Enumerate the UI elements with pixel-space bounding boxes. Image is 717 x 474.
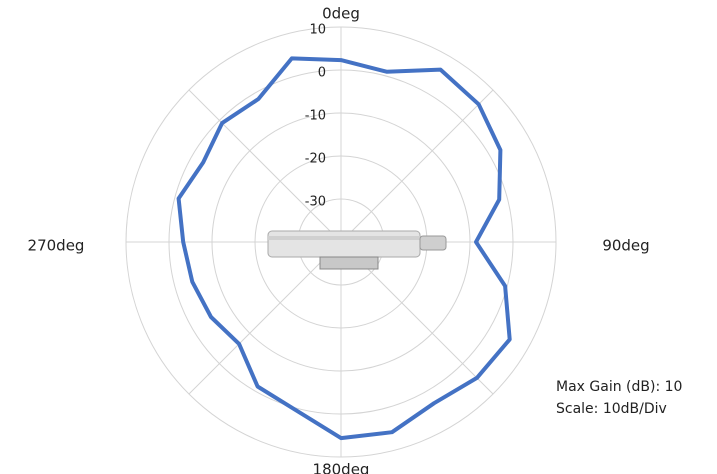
r-tick-label: 10 xyxy=(309,23,326,38)
ring-grid-line xyxy=(211,112,471,372)
r-tick-label: 0 xyxy=(318,66,326,81)
ring-grid-line xyxy=(168,69,514,415)
annotation: Scale: 10dB/Div xyxy=(556,401,667,417)
device-connector xyxy=(419,235,447,251)
r-tick-label: -30 xyxy=(305,195,326,210)
ring-grid-line xyxy=(125,26,557,458)
angle-tick-label: 270deg xyxy=(28,237,85,255)
r-tick-label: -10 xyxy=(305,109,326,124)
device-body xyxy=(267,230,421,258)
angle-grid-line xyxy=(188,241,342,395)
angle-tick-label: 90deg xyxy=(602,237,649,255)
polar-grid xyxy=(125,26,557,458)
angle-tick-label: 180deg xyxy=(313,461,370,474)
device-image xyxy=(267,230,447,270)
r-tick-label: -20 xyxy=(305,152,326,167)
angle-tick-label: 0deg xyxy=(322,5,360,23)
annotation: Max Gain (dB): 10 xyxy=(556,379,682,395)
angle-grid-line xyxy=(340,89,494,243)
angle-grid-line xyxy=(188,89,342,243)
device-bracket xyxy=(319,256,379,270)
device-edge xyxy=(268,236,420,240)
gain-pattern xyxy=(176,56,512,441)
